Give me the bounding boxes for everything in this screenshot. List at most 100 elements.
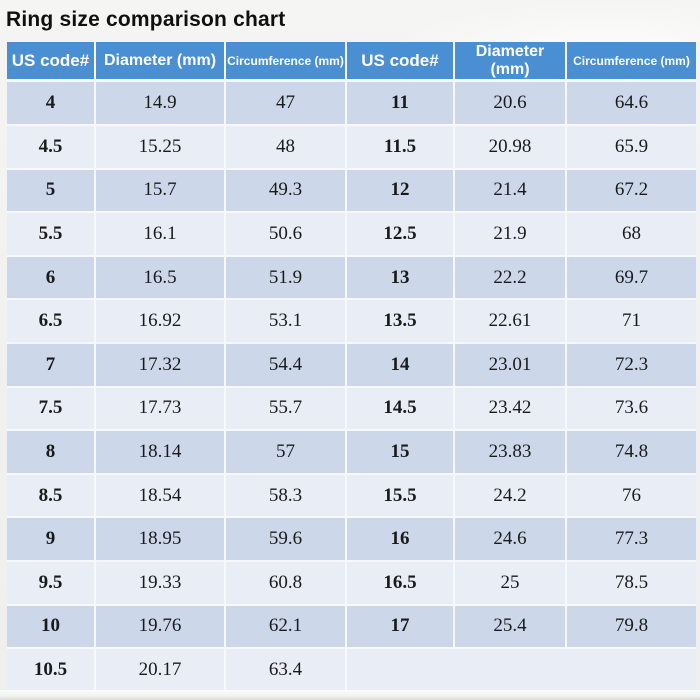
diameter-cell: 16.92 <box>94 298 226 344</box>
diameter-cell: 23.42 <box>453 385 567 432</box>
us-code-cell: 5 <box>7 167 96 214</box>
circumference-cell: 53.1 <box>224 298 347 344</box>
diameter-cell: 25 <box>453 559 567 606</box>
table-row: 6.5 16.92 53.1 13.5 22.61 71 <box>7 298 696 344</box>
ring-size-table: US code# Diameter (mm) Circumference (mm… <box>7 42 696 690</box>
table-row: 4 14.9 47 11 20.6 64.6 <box>7 79 696 126</box>
us-code-cell: 4.5 <box>7 124 96 170</box>
table-row: 9 18.95 59.6 16 24.6 77.3 <box>7 516 696 562</box>
diameter-cell: 23.01 <box>453 341 567 388</box>
diameter-cell: 18.95 <box>94 516 226 562</box>
circumference-cell: 50.6 <box>224 211 347 257</box>
header-circumference-left: Circumference (mm) <box>224 42 347 82</box>
circumference-cell: 63.4 <box>224 647 347 690</box>
us-code-cell: 14 <box>345 341 455 388</box>
circumference-cell: 73.6 <box>565 385 696 432</box>
circumference-cell: 47 <box>224 79 347 126</box>
us-code-cell: 12 <box>345 167 455 214</box>
circumference-cell: 68 <box>565 211 696 257</box>
circumference-cell: 69.7 <box>565 254 696 301</box>
circumference-cell: 62.1 <box>224 603 347 650</box>
circumference-cell: 58.3 <box>224 472 347 519</box>
us-code-cell: 9 <box>7 516 96 562</box>
header-row: US code# Diameter (mm) Circumference (mm… <box>7 42 696 82</box>
diameter-cell: 25.4 <box>453 603 567 650</box>
diameter-cell: 22.61 <box>453 298 567 344</box>
table-row: 5.5 16.1 50.6 12.5 21.9 68 <box>7 211 696 257</box>
us-code-cell: 13 <box>345 254 455 301</box>
us-code-cell: 14.5 <box>345 385 455 432</box>
diameter-cell: 16.5 <box>94 254 226 301</box>
us-code-cell: 7.5 <box>7 385 96 432</box>
diameter-cell: 14.9 <box>94 79 226 126</box>
us-code-cell: 16 <box>345 516 455 562</box>
circumference-cell: 74.8 <box>565 429 696 475</box>
us-code-cell: 10 <box>7 603 96 650</box>
us-code-cell: 5.5 <box>7 211 96 257</box>
table-row: 10.5 20.17 63.4 <box>7 647 696 690</box>
diameter-cell: 21.9 <box>453 211 567 257</box>
us-code-cell: 9.5 <box>7 559 96 606</box>
us-code-cell: 13.5 <box>345 298 455 344</box>
table-row: 10 19.76 62.1 17 25.4 79.8 <box>7 603 696 650</box>
bottom-edge-shadow <box>0 690 700 700</box>
table-row: 4.5 15.25 48 11.5 20.98 65.9 <box>7 124 696 170</box>
circumference-cell: 48 <box>224 124 347 170</box>
us-code-cell: 4 <box>7 79 96 126</box>
table-row: 5 15.7 49.3 12 21.4 67.2 <box>7 167 696 214</box>
header-diameter-left: Diameter (mm) <box>94 42 226 82</box>
diameter-cell: 21.4 <box>453 167 567 214</box>
diameter-cell: 20.6 <box>453 79 567 126</box>
header-us-code-left: US code# <box>7 42 96 82</box>
diameter-cell: 19.33 <box>94 559 226 606</box>
circumference-cell: 65.9 <box>565 124 696 170</box>
diameter-cell: 24.6 <box>453 516 567 562</box>
header-us-code-right: US code# <box>345 42 455 82</box>
table-row: 7 17.32 54.4 14 23.01 72.3 <box>7 341 696 388</box>
diameter-cell: 17.32 <box>94 341 226 388</box>
diameter-cell: 16.1 <box>94 211 226 257</box>
circumference-cell: 59.6 <box>224 516 347 562</box>
circumference-cell: 64.6 <box>565 79 696 126</box>
circumference-cell: 78.5 <box>565 559 696 606</box>
us-code-cell: 15 <box>345 429 455 475</box>
circumference-cell: 77.3 <box>565 516 696 562</box>
circumference-cell: 76 <box>565 472 696 519</box>
circumference-cell: 72.3 <box>565 341 696 388</box>
us-code-cell: 8 <box>7 429 96 475</box>
header-circumference-right: Circumference (mm) <box>565 42 696 82</box>
diameter-cell: 22.2 <box>453 254 567 301</box>
table-body: 4 14.9 47 11 20.6 64.6 4.5 15.25 48 11.5 20.98 65.9… <box>7 79 696 690</box>
table-row: 6 16.5 51.9 13 22.2 69.7 <box>7 254 696 301</box>
diameter-cell: 15.7 <box>94 167 226 214</box>
header-diameter-right: Diameter (mm) <box>453 42 567 82</box>
circumference-cell: 55.7 <box>224 385 347 432</box>
diameter-cell: 17.73 <box>94 385 226 432</box>
us-code-cell: 16.5 <box>345 559 455 606</box>
circumference-cell: 71 <box>565 298 696 344</box>
ring-size-table-container: US code# Diameter (mm) Circumference (mm… <box>7 42 696 690</box>
circumference-cell: 51.9 <box>224 254 347 301</box>
circumference-cell: 57 <box>224 429 347 475</box>
diameter-cell: 15.25 <box>94 124 226 170</box>
circumference-cell: 49.3 <box>224 167 347 214</box>
table-header: US code# Diameter (mm) Circumference (mm… <box>7 42 696 82</box>
empty-merged-cell <box>345 647 696 690</box>
table-row: 8 18.14 57 15 23.83 74.8 <box>7 429 696 475</box>
us-code-cell: 11.5 <box>345 124 455 170</box>
us-code-cell: 15.5 <box>345 472 455 519</box>
us-code-cell: 12.5 <box>345 211 455 257</box>
diameter-cell: 24.2 <box>453 472 567 519</box>
table-row: 7.5 17.73 55.7 14.5 23.42 73.6 <box>7 385 696 432</box>
circumference-cell: 54.4 <box>224 341 347 388</box>
us-code-cell: 6.5 <box>7 298 96 344</box>
us-code-cell: 11 <box>345 79 455 126</box>
diameter-cell: 18.14 <box>94 429 226 475</box>
circumference-cell: 60.8 <box>224 559 347 606</box>
us-code-cell: 6 <box>7 254 96 301</box>
diameter-cell: 20.98 <box>453 124 567 170</box>
us-code-cell: 10.5 <box>7 647 96 690</box>
us-code-cell: 8.5 <box>7 472 96 519</box>
table-row: 8.5 18.54 58.3 15.5 24.2 76 <box>7 472 696 519</box>
page-title: Ring size comparison chart <box>6 8 286 31</box>
